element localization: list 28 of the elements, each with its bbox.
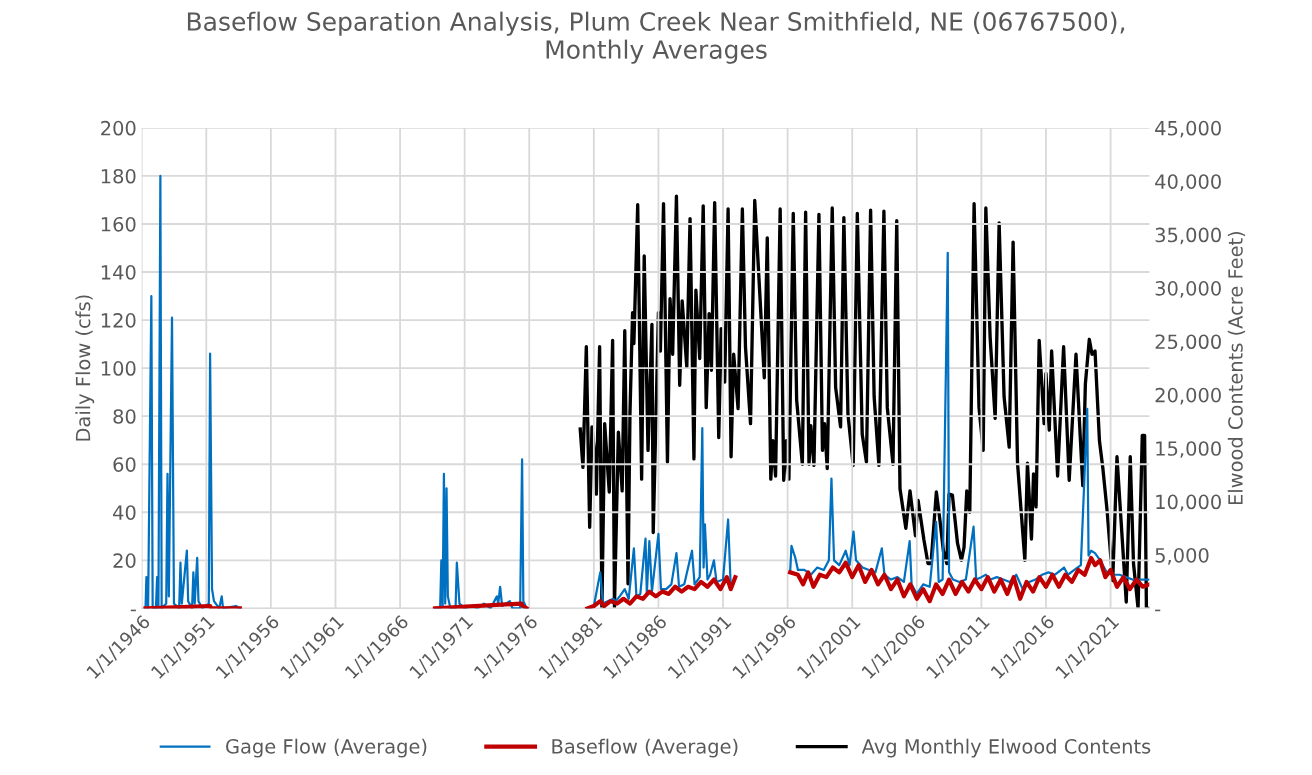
y-tick-label: 60: [113, 457, 136, 472]
y-tick-label: 180: [101, 168, 136, 184]
y-tick-label: 20: [113, 553, 136, 568]
y-tick-label: 40: [113, 505, 136, 520]
legend-label: Baseflow (Average): [552, 738, 738, 758]
y-tick-label: -: [130, 609, 136, 612]
y2-tick-label: 15,000: [1156, 441, 1221, 458]
y2-tick-label: 20,000: [1155, 387, 1221, 405]
y-tick-label: 80: [113, 409, 136, 424]
y2-axis-title: Elwood Contents (Acre Feet): [1227, 231, 1246, 505]
y-tick-label: 120: [101, 313, 136, 328]
y2-tick-label: 10,000: [1156, 494, 1221, 512]
y2-tick-label: 35,000: [1155, 227, 1221, 245]
y-tick-label: 200: [101, 120, 136, 136]
y2-tick-label: 40,000: [1155, 174, 1221, 191]
legend-label: Avg Monthly Elwood Contents: [861, 738, 1151, 758]
y-tick-label: 140: [101, 264, 136, 280]
y2-tick-label: 30,000: [1155, 281, 1221, 298]
y2-tick-label: -: [1155, 609, 1161, 612]
y2-tick-label: 45,000: [1155, 120, 1221, 138]
y2-tick-label: 5,000: [1155, 547, 1209, 565]
chart-title: Baseflow Separation Analysis, Plum Creek Near Smithfield, NE (06767500), Monthly Averages: [187, 11, 1125, 64]
line-series: [578, 194, 1150, 609]
y2-tick-label: 25,000: [1155, 334, 1221, 352]
y-tick-label: 100: [101, 361, 136, 376]
y-axis-title: Daily Flow (cfs): [75, 295, 95, 441]
y-tick-label: 160: [101, 216, 136, 232]
legend-label: Gage Flow (Average): [226, 738, 427, 758]
